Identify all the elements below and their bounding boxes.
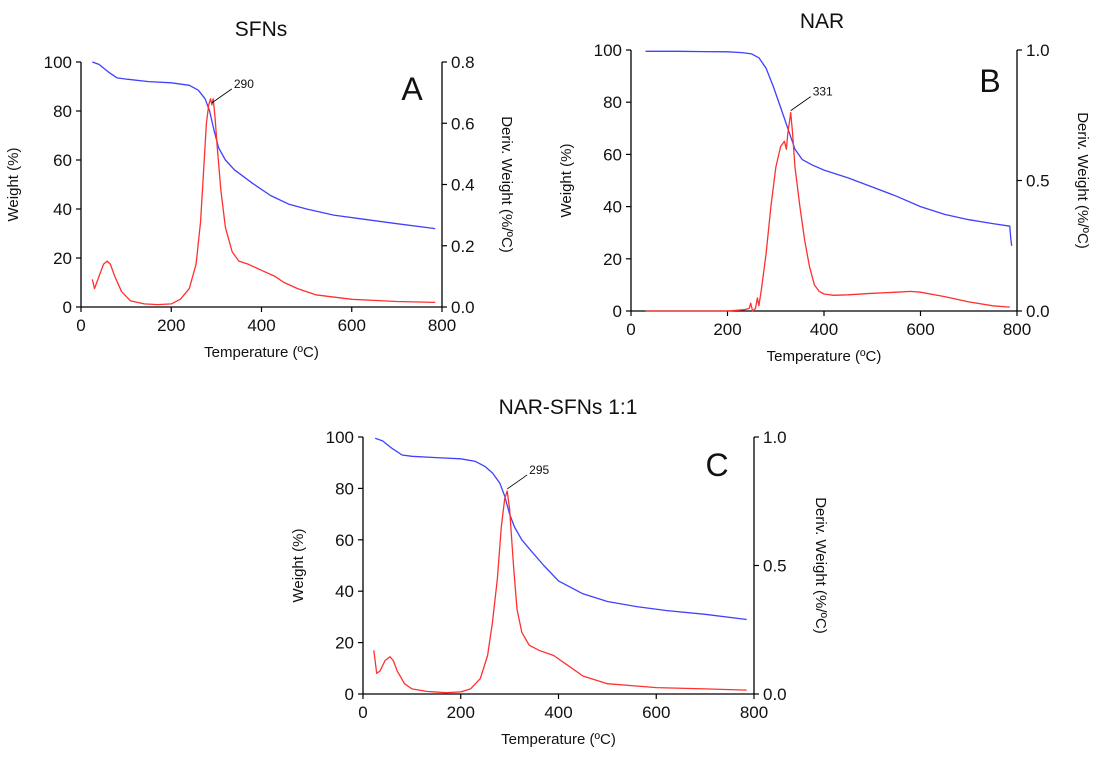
x-axis-label: Temperature (ºC): [501, 731, 616, 748]
panel-label: A: [401, 71, 423, 107]
y-left-tick-label: 60: [53, 151, 72, 170]
x-tick-label: 0: [76, 316, 85, 335]
weight-series-line: [374, 437, 747, 621]
y-right-tick-label: 0.8: [451, 53, 475, 72]
y-left-tick-label: 60: [603, 145, 622, 164]
y-axis-right-label: Deriv. Weight (%/ºC): [1074, 112, 1091, 249]
x-tick-label: 200: [157, 316, 185, 335]
y-left-tick-label: 40: [53, 200, 72, 219]
panel-label: C: [705, 447, 728, 483]
chart-title: NAR-SFNs 1:1: [499, 396, 638, 419]
chart-title: NAR: [800, 10, 844, 33]
y-left-tick-label: 100: [594, 41, 622, 60]
y-left-tick-label: 20: [603, 250, 622, 269]
panel-label: B: [979, 63, 1000, 99]
y-left-tick-label: 0: [63, 298, 72, 317]
chart-panel-a: 0 200 400 600 800 0 20 40 60 80 100 0.0 0.2 0.4 0.6 0.8…: [5, 18, 515, 361]
y-right-tick-label: 1.0: [763, 428, 787, 447]
y-left-tick-label: 80: [53, 102, 72, 121]
y-left-tick-label: 0: [613, 302, 622, 321]
y-left-tick-label: 20: [53, 249, 72, 268]
y-right-tick-label: 0.0: [1026, 302, 1050, 321]
x-axis-label: Temperature (ºC): [767, 348, 882, 365]
x-tick-label: 0: [358, 703, 367, 722]
y-left-tick-label: 0: [345, 685, 354, 704]
y-left-tick-label: 100: [44, 53, 72, 72]
deriv-weight-series-line: [373, 490, 747, 694]
peak-annotation-label: 295: [529, 463, 549, 477]
x-tick-label: 600: [906, 320, 934, 339]
x-tick-label: 600: [338, 316, 366, 335]
y-left-tick-label: 40: [603, 198, 622, 217]
peak-annotation-label: 331: [813, 85, 833, 99]
x-tick-label: 400: [247, 316, 275, 335]
y-right-tick-label: 0.5: [763, 557, 787, 576]
y-left-tick-label: 20: [335, 634, 354, 653]
y-axis-left-label: Weight (%): [558, 144, 575, 218]
x-tick-label: 200: [447, 703, 475, 722]
weight-series-line: [645, 50, 1013, 246]
y-left-tick-label: 100: [326, 428, 354, 447]
y-right-tick-label: 0.6: [451, 114, 475, 133]
y-right-tick-label: 0.2: [451, 237, 475, 256]
y-left-tick-label: 80: [603, 93, 622, 112]
peak-leader-line: [790, 96, 811, 111]
chart-panel-c: 0 200 400 600 800 0 20 40 60 80 100 0.0 0.5 1.0 295 NAR…: [290, 396, 829, 748]
chart-title: SFNs: [235, 18, 288, 41]
peak-leader-line: [211, 88, 233, 104]
x-tick-label: 400: [544, 703, 572, 722]
x-tick-label: 800: [740, 703, 768, 722]
y-axis-left-label: Weight (%): [290, 529, 307, 603]
y-left-tick-label: 40: [335, 582, 354, 601]
x-tick-label: 200: [713, 320, 741, 339]
x-tick-label: 800: [428, 316, 456, 335]
x-tick-label: 400: [810, 320, 838, 339]
y-right-tick-label: 0.0: [451, 298, 475, 317]
y-left-tick-label: 60: [335, 531, 354, 550]
y-axis-left-label: Weight (%): [5, 148, 22, 222]
x-axis-label: Temperature (ºC): [204, 344, 319, 361]
y-left-tick-label: 80: [335, 479, 354, 498]
y-right-tick-label: 1.0: [1026, 41, 1050, 60]
peak-leader-line: [506, 474, 528, 490]
y-right-tick-label: 0.5: [1026, 172, 1050, 191]
x-tick-label: 0: [626, 320, 635, 339]
deriv-weight-series-line: [91, 98, 436, 306]
x-tick-label: 800: [1003, 320, 1031, 339]
x-tick-label: 600: [642, 703, 670, 722]
chart-panel-b: 0 200 400 600 800 0 20 40 60 80 100 0.0 0.5 1.0 331 NAR…: [558, 10, 1091, 365]
y-axis-right-label: Deriv. Weight (%/ºC): [498, 116, 515, 253]
y-right-tick-label: 0.4: [451, 176, 475, 195]
y-right-tick-label: 0.0: [763, 685, 787, 704]
y-axis-right-label: Deriv. Weight (%/ºC): [812, 497, 829, 634]
weight-series-line: [92, 61, 436, 230]
peak-annotation-label: 290: [234, 77, 254, 91]
deriv-weight-series-line: [645, 111, 1010, 312]
